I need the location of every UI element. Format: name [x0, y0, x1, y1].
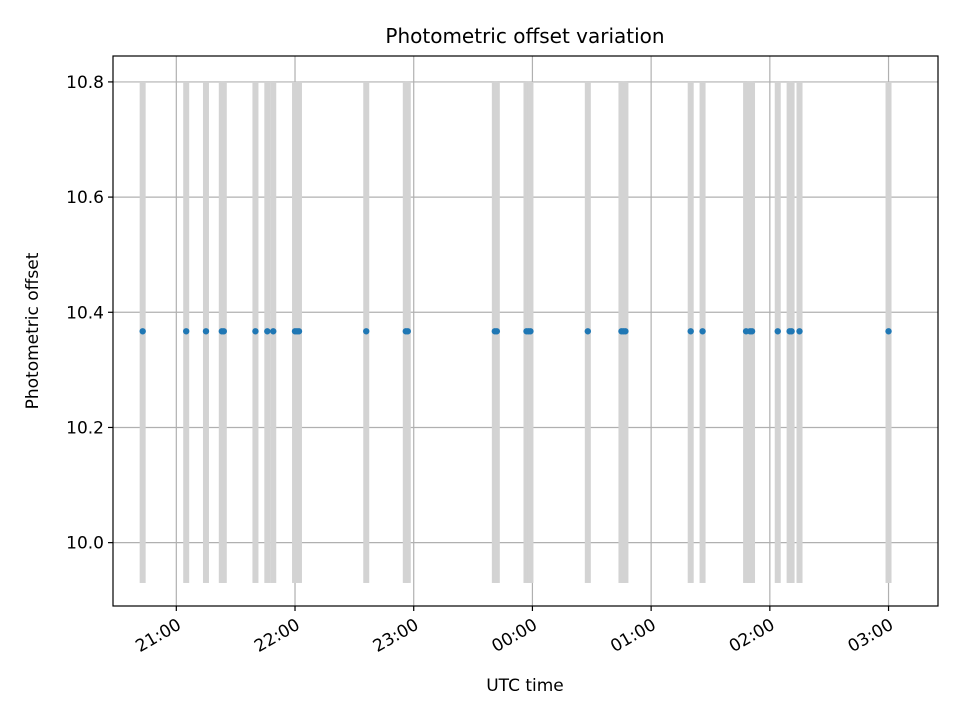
plot-frame: [112, 55, 939, 607]
data-point: [183, 328, 190, 335]
y-axis-label: Photometric offset: [23, 252, 43, 409]
data-point: [404, 328, 411, 335]
x-tick-label: 02:00: [726, 615, 778, 657]
data-point: [748, 328, 756, 335]
data-point: [295, 328, 303, 335]
x-axis-label: UTC time: [486, 676, 564, 696]
data-point: [202, 328, 210, 335]
data-point: [270, 328, 277, 335]
x-axis-ticks: 21:00 22:00 23:00 00:00 01:00 02:00 03:00: [132, 606, 897, 657]
data-point: [493, 328, 501, 335]
x-tick-label: 23:00: [370, 615, 422, 657]
y-tick-label: 10.2: [66, 418, 104, 438]
data-point: [687, 328, 694, 335]
x-tick-label: 22:00: [251, 615, 303, 657]
y-axis-ticks: 10.0 10.2 10.4 10.6 10.8: [66, 73, 113, 554]
y-tick-label: 10.8: [66, 73, 104, 93]
x-tick-label: 21:00: [132, 615, 184, 657]
data-point: [252, 328, 259, 335]
data-point: [622, 328, 629, 335]
data-point: [788, 328, 795, 335]
data-point: [774, 328, 781, 335]
data-point: [527, 328, 534, 335]
data-point: [264, 328, 271, 335]
data-point: [885, 328, 892, 335]
data-point: [363, 328, 370, 335]
y-tick-label: 10.6: [66, 188, 104, 208]
chart-title: Photometric offset variation: [385, 24, 664, 48]
data-points: [139, 328, 892, 335]
x-tick-label: 00:00: [488, 615, 540, 657]
y-tick-label: 10.4: [66, 303, 104, 323]
y-tick-label: 10.0: [66, 534, 104, 554]
data-point: [139, 328, 146, 335]
data-point: [220, 328, 227, 335]
data-point: [796, 328, 803, 335]
x-tick-label: 03:00: [845, 615, 897, 657]
x-tick-label: 01:00: [607, 615, 659, 657]
data-point: [584, 328, 592, 335]
data-point: [699, 328, 706, 335]
